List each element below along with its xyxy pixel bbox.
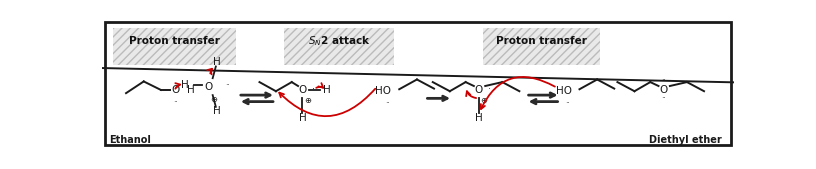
Bar bbox=[284, 28, 394, 65]
Text: H: H bbox=[213, 106, 220, 116]
Text: ··: ·· bbox=[661, 76, 666, 85]
Bar bbox=[113, 28, 237, 65]
Text: O: O bbox=[171, 85, 180, 95]
Text: ·: · bbox=[313, 84, 315, 94]
Text: H: H bbox=[299, 113, 306, 123]
Text: Proton transfer: Proton transfer bbox=[129, 36, 220, 46]
Text: HO: HO bbox=[375, 86, 392, 95]
Text: ··: ·· bbox=[225, 81, 229, 90]
Text: O: O bbox=[299, 85, 307, 95]
Bar bbox=[284, 28, 394, 65]
Text: ··: ·· bbox=[385, 99, 389, 108]
Text: ·: · bbox=[488, 85, 491, 94]
Text: H: H bbox=[187, 85, 194, 95]
Text: ⊕: ⊕ bbox=[481, 96, 487, 105]
Text: ⊕: ⊕ bbox=[210, 94, 217, 103]
Bar bbox=[483, 28, 600, 65]
Bar bbox=[483, 28, 600, 65]
Text: O: O bbox=[475, 85, 483, 95]
Text: H: H bbox=[213, 57, 220, 67]
Text: HO: HO bbox=[556, 86, 572, 95]
Text: ··: ·· bbox=[173, 98, 178, 107]
Text: ⊕: ⊕ bbox=[304, 96, 311, 105]
Text: $S_N$2 attack: $S_N$2 attack bbox=[308, 34, 370, 48]
Text: O: O bbox=[659, 85, 667, 95]
Text: Diethyl ether: Diethyl ether bbox=[649, 135, 722, 145]
Text: O: O bbox=[204, 82, 212, 92]
Text: ··: ·· bbox=[661, 94, 666, 103]
Text: H: H bbox=[181, 80, 188, 90]
Text: H: H bbox=[475, 113, 483, 123]
Text: Ethanol: Ethanol bbox=[109, 135, 152, 145]
Text: ··: ·· bbox=[565, 99, 570, 108]
Text: H: H bbox=[322, 85, 330, 95]
Bar bbox=[113, 28, 237, 65]
Text: Proton transfer: Proton transfer bbox=[496, 36, 587, 46]
